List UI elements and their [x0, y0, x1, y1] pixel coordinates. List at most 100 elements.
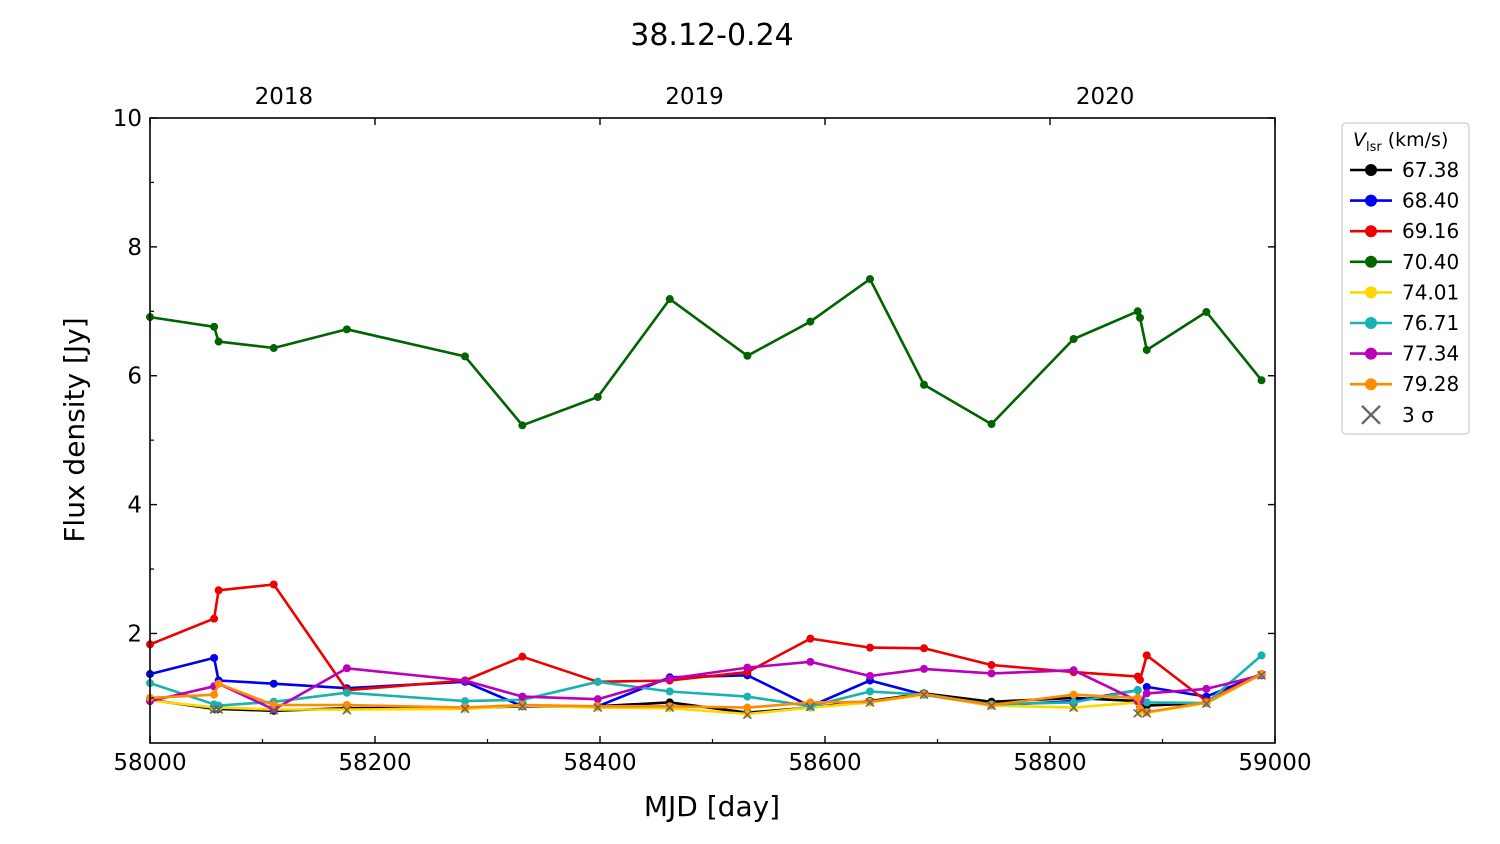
sigma-mark — [919, 690, 929, 700]
data-point — [461, 676, 469, 685]
sigma-mark — [1256, 670, 1267, 680]
top-axis: 2018 2019 2020 — [255, 84, 1135, 110]
sigma-mark — [214, 704, 224, 715]
x-tick-label: 58400 — [563, 750, 636, 776]
data-point — [1257, 670, 1266, 679]
data-point — [214, 586, 223, 595]
data-point — [1136, 313, 1144, 322]
data-point — [866, 671, 874, 680]
legend-title: Vlsr (km/s) — [1353, 129, 1448, 155]
sigma-mark — [1133, 708, 1143, 718]
data-point — [1136, 675, 1144, 684]
data-point — [1202, 307, 1211, 316]
legend-marker — [1365, 378, 1377, 391]
legend-sigma-marker — [1361, 404, 1381, 425]
y-tick-label: 10 — [113, 106, 142, 132]
legend-entries: 67.38 68.40 69.16 70.40 74.01 76.71 77.34 79.28… — [1350, 158, 1459, 427]
data-point — [342, 688, 351, 697]
data-point — [920, 664, 928, 673]
data-point — [743, 663, 752, 672]
sigma-mark — [805, 702, 815, 712]
data-point — [1202, 684, 1211, 693]
top-tick-label: 2019 — [665, 84, 724, 110]
data-point — [1133, 307, 1142, 316]
data-point — [743, 692, 752, 701]
data-point — [1142, 689, 1151, 698]
y-axis-label: Flux density [Jy] — [58, 317, 91, 542]
x-tick-label: 58800 — [1013, 750, 1086, 776]
data-point — [518, 652, 527, 661]
x-tick-label: 58200 — [338, 750, 411, 776]
legend-title-unit: (km/s) — [1388, 129, 1449, 151]
data-point — [665, 674, 674, 683]
data-point — [665, 687, 674, 696]
data-point — [593, 392, 602, 401]
sigma-mark — [517, 701, 527, 711]
data-point — [1069, 698, 1078, 707]
legend-label: 70.40 — [1402, 250, 1459, 274]
data-point — [593, 702, 602, 711]
sigma-mark — [342, 705, 352, 715]
data-point — [806, 634, 815, 643]
top-tick-label: 2018 — [255, 84, 314, 110]
data-point — [269, 344, 278, 353]
series-line — [149, 656, 1262, 711]
sigma-mark — [460, 704, 470, 714]
sigma-marks — [209, 670, 1267, 720]
data-point — [342, 700, 351, 709]
data-point — [743, 703, 752, 712]
data-point — [1142, 698, 1151, 707]
legend-marker — [1365, 225, 1377, 238]
data-point — [920, 380, 928, 389]
data-point — [1133, 693, 1142, 702]
data-point — [518, 421, 527, 430]
data-point — [1133, 686, 1142, 695]
data-point — [806, 317, 815, 326]
data-point — [342, 664, 351, 673]
legend-label: 68.40 — [1402, 189, 1459, 213]
legend-label: 77.34 — [1402, 342, 1459, 366]
data-point — [987, 669, 996, 678]
data-point — [1202, 698, 1211, 707]
data-point — [743, 351, 752, 360]
legend-label: 76.71 — [1402, 311, 1459, 335]
data-point — [518, 692, 527, 701]
data-point — [987, 661, 996, 670]
legend-label: 79.28 — [1402, 372, 1459, 396]
data-point — [210, 614, 219, 623]
sigma-mark — [1069, 702, 1079, 713]
data-point — [210, 690, 219, 699]
data-point — [665, 702, 674, 711]
data-point — [269, 580, 278, 589]
data-point — [593, 695, 602, 704]
data-point — [210, 653, 219, 662]
data-point — [1142, 345, 1151, 354]
data-point — [1257, 376, 1266, 385]
y-axis: 2 4 6 8 10 — [113, 106, 1275, 699]
plot-area — [146, 275, 1267, 720]
y-tick-label: 6 — [127, 364, 142, 390]
data-point — [1257, 651, 1266, 660]
legend-marker — [1365, 317, 1377, 329]
x-tick-label: 58000 — [113, 750, 186, 776]
sigma-mark — [1201, 699, 1211, 709]
chart-title: 38.12-0.24 — [630, 18, 794, 53]
x-tick-label: 58600 — [788, 750, 861, 776]
data-point — [518, 700, 527, 709]
legend-title-sub: lsr — [1366, 140, 1382, 155]
data-point — [214, 337, 223, 346]
series-line — [149, 277, 1263, 427]
data-point — [665, 295, 674, 304]
data-point — [461, 352, 469, 361]
legend-label: 74.01 — [1402, 280, 1459, 304]
legend-title-main: V — [1353, 129, 1368, 151]
y-tick-label: 8 — [127, 235, 142, 261]
data-point — [866, 643, 874, 652]
legend-label: 67.38 — [1402, 158, 1459, 182]
data-point — [461, 697, 469, 706]
legend-marker — [1365, 347, 1377, 360]
sigma-mark — [665, 702, 675, 713]
legend-sigma-label: 3 σ — [1402, 403, 1434, 427]
data-point — [269, 679, 278, 688]
